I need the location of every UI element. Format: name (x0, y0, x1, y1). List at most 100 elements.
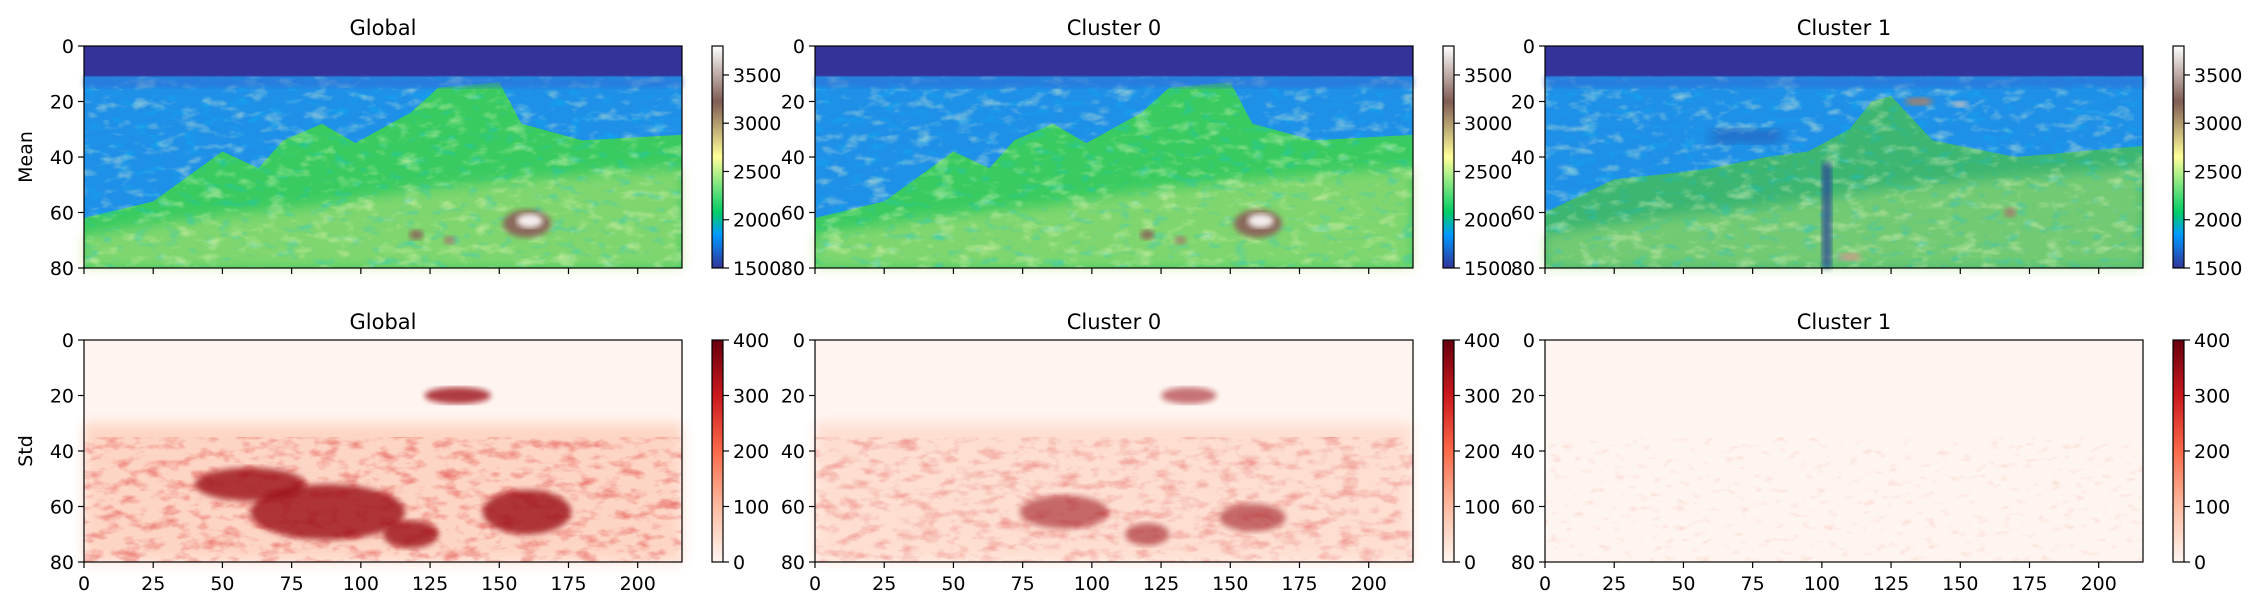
subplot-mean-2: Cluster 1 0 20 40 60 80 1500 2000 2500 3000 3500 (1511, 16, 2243, 280)
colorbar-tick-label: 0 (733, 552, 745, 574)
colorbar-tick-label: 0 (2194, 552, 2206, 574)
colorbar-tick-label: 0 (1464, 552, 1476, 574)
y-tick-label: 40 (50, 441, 74, 463)
colorbar-tick-label: 3500 (2194, 65, 2242, 87)
heatmap-image (815, 46, 1413, 268)
subplot-mean-0: Global 0 20 40 60 80 Mean 1500 2000 2500 3000 3500 (15, 16, 781, 280)
y-tick-label: 80 (1511, 552, 1535, 574)
y-tick-label: 80 (781, 552, 805, 574)
colorbar-gradient (2173, 46, 2184, 268)
x-tick-label: 25 (141, 573, 165, 595)
y-tick-label: 40 (781, 441, 805, 463)
subplot-title: Cluster 1 (1797, 16, 1892, 40)
x-tick-label: 125 (1873, 573, 1909, 595)
colorbar-tick-label: 3000 (733, 113, 781, 135)
y-tick-label: 60 (781, 203, 805, 225)
colorbar-gradient (1443, 340, 1454, 562)
colorbar-tick-label: 200 (1464, 441, 1500, 463)
colorbar-tick-label: 100 (1464, 497, 1500, 519)
x-tick-label: 75 (280, 573, 304, 595)
y-axis-label: Std (15, 435, 37, 467)
x-tick-label: 25 (1602, 573, 1626, 595)
x-tick-label: 125 (412, 573, 448, 595)
y-tick-label: 20 (50, 92, 74, 114)
x-tick-label: 75 (1011, 573, 1035, 595)
x-tick-label: 50 (210, 573, 234, 595)
heatmap-image (815, 340, 1413, 562)
colorbar-tick-label: 100 (2194, 497, 2230, 519)
colorbar-tick-label: 400 (1464, 330, 1500, 352)
x-tick-label: 200 (1351, 573, 1387, 595)
y-tick-label: 80 (50, 258, 74, 280)
colorbar-tick-label: 3000 (2194, 113, 2242, 135)
colorbar-tick-label: 200 (733, 441, 769, 463)
y-tick-label: 60 (1511, 203, 1535, 225)
colorbar-gradient (2173, 340, 2184, 562)
y-axis-label: Mean (15, 131, 37, 183)
colorbar-gradient (1443, 46, 1454, 268)
y-tick-label: 60 (50, 203, 74, 225)
x-tick-label: 125 (1143, 573, 1179, 595)
y-tick-label: 0 (793, 330, 805, 352)
colorbar-tick-label: 2500 (2194, 161, 2242, 183)
colorbar-frame (2172, 45, 2185, 269)
x-tick-label: 175 (550, 573, 586, 595)
x-tick-label: 150 (1212, 573, 1248, 595)
colorbar-tick-label: 100 (733, 497, 769, 519)
y-tick-label: 60 (781, 497, 805, 519)
y-tick-label: 80 (781, 258, 805, 280)
subplot-title: Cluster 1 (1797, 310, 1892, 334)
colorbar: 0 100 200 300 400 (1442, 330, 1500, 574)
colorbar-tick-label: 2000 (1464, 210, 1512, 232)
colorbar-frame (1442, 45, 1455, 269)
colorbar-tick-label: 2000 (733, 210, 781, 232)
y-tick-label: 60 (1511, 497, 1535, 519)
colorbar-tick-label: 300 (2194, 386, 2230, 408)
colorbar: 1500 2000 2500 3000 3500 (711, 45, 781, 280)
subplot-mean-1: Cluster 0 0 20 40 60 80 1500 2000 2500 3000 3500 (781, 16, 1513, 280)
colorbar-tick-label: 300 (733, 386, 769, 408)
colorbar-tick-label: 300 (1464, 386, 1500, 408)
x-tick-label: 25 (872, 573, 896, 595)
y-tick-label: 0 (1523, 330, 1535, 352)
y-tick-label: 40 (50, 147, 74, 169)
x-tick-label: 50 (941, 573, 965, 595)
subplot-title: Cluster 0 (1067, 16, 1162, 40)
x-tick-label: 100 (1804, 573, 1840, 595)
colorbar-tick-label: 400 (733, 330, 769, 352)
colorbar-gradient (712, 46, 723, 268)
y-tick-label: 20 (50, 386, 74, 408)
heatmap-image (84, 46, 682, 268)
x-tick-label: 75 (1741, 573, 1765, 595)
x-tick-label: 175 (2011, 573, 2047, 595)
heatmap-image (84, 340, 682, 562)
y-tick-label: 40 (781, 147, 805, 169)
x-tick-label: 50 (1671, 573, 1695, 595)
colorbar-tick-label: 200 (2194, 441, 2230, 463)
x-tick-label: 150 (1942, 573, 1978, 595)
x-tick-label: 200 (2081, 573, 2117, 595)
y-tick-label: 20 (1511, 386, 1535, 408)
colorbar: 0 100 200 300 400 (2172, 330, 2230, 574)
colorbar-frame (711, 45, 724, 269)
y-tick-label: 20 (781, 92, 805, 114)
colorbar: 1500 2000 2500 3000 3500 (1442, 45, 1512, 280)
colorbar: 1500 2000 2500 3000 3500 (2172, 45, 2242, 280)
heatmap-image (1545, 340, 2143, 562)
colorbar-tick-label: 2500 (733, 161, 781, 183)
colorbar-tick-label: 2000 (2194, 210, 2242, 232)
y-tick-label: 40 (1511, 441, 1535, 463)
colorbar-tick-label: 400 (2194, 330, 2230, 352)
x-tick-label: 0 (78, 573, 90, 595)
subplot-std-2: Cluster 1 0 20 40 60 80 0 25 50 75 100 125 150 175 200… (1511, 310, 2230, 595)
colorbar-tick-label: 3500 (733, 65, 781, 87)
subplot-title: Global (350, 310, 417, 334)
y-tick-label: 80 (1511, 258, 1535, 280)
y-tick-label: 20 (781, 386, 805, 408)
x-tick-label: 150 (481, 573, 517, 595)
colorbar-tick-label: 3500 (1464, 65, 1512, 87)
y-tick-label: 0 (793, 36, 805, 58)
